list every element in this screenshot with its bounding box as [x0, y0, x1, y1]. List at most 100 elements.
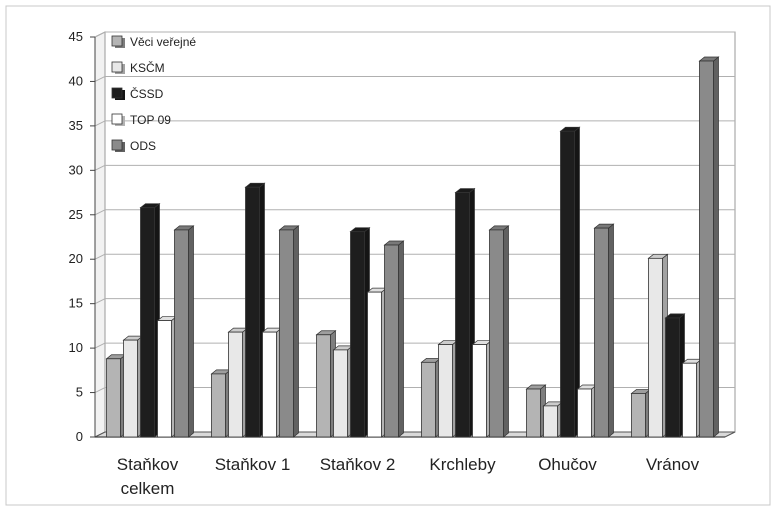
y-tick-label: 20 [69, 251, 83, 266]
bar [332, 345, 354, 438]
bar-front [228, 331, 243, 438]
bar-side [293, 225, 299, 438]
bar-front [489, 229, 504, 438]
bar-front [560, 130, 575, 438]
bar-front [157, 320, 172, 438]
gridline-side [94, 298, 106, 305]
bar [698, 56, 720, 438]
gridline-side [94, 387, 106, 394]
x-category-label: Staňkov [117, 455, 179, 474]
bar-front [245, 186, 260, 438]
bar [437, 339, 459, 438]
y-tick-label: 25 [69, 207, 83, 222]
bar [139, 202, 161, 438]
bar-front [279, 229, 294, 438]
gridline-side [94, 253, 106, 260]
bar [156, 315, 178, 438]
back-wall [104, 31, 736, 433]
bar [681, 358, 703, 438]
legend-swatch [111, 139, 123, 151]
bar-side [503, 225, 509, 438]
bar [647, 253, 669, 438]
bar [542, 401, 564, 438]
bar [210, 369, 232, 438]
bar-front [262, 331, 277, 438]
bar-front [123, 339, 138, 438]
gridline-side [94, 209, 106, 216]
bar-front [648, 257, 663, 438]
bar [420, 357, 442, 438]
bar-front [665, 317, 680, 438]
bar-front [543, 405, 558, 438]
bar-front [526, 388, 541, 438]
bar [173, 225, 195, 438]
bar [244, 182, 266, 438]
x-category-label: Staňkov 1 [215, 455, 291, 474]
bar-front [594, 227, 609, 438]
bar [315, 330, 337, 438]
bar-front [421, 361, 436, 438]
y-tick-label: 0 [76, 429, 83, 444]
bar-front [350, 231, 365, 438]
bar-front [333, 349, 348, 438]
bar-front [316, 334, 331, 438]
gridline-side [94, 31, 106, 38]
bar-side [398, 240, 404, 438]
bar [664, 313, 686, 438]
y-tick-label: 35 [69, 118, 83, 133]
bar-side [713, 56, 719, 438]
bar-front [174, 229, 189, 438]
bar [454, 187, 476, 438]
bar [525, 384, 547, 438]
x-category-label: Vránov [646, 455, 700, 474]
legend-label: ODS [130, 139, 156, 153]
bar [105, 354, 127, 438]
bar-front [438, 344, 453, 438]
bar [261, 327, 283, 438]
x-category-label: Staňkov 2 [320, 455, 396, 474]
bar-front [577, 388, 592, 438]
legend-label: ČSSD [130, 86, 164, 101]
gridline-side [94, 75, 106, 82]
bar [576, 384, 598, 438]
gridline-side [94, 342, 106, 349]
bar [278, 225, 300, 438]
x-category-label: Ohučov [538, 455, 597, 474]
bar-front [455, 192, 470, 438]
y-tick-label: 45 [69, 29, 83, 44]
bar-side [608, 223, 614, 438]
chart-frame [5, 5, 771, 506]
legend-swatch [111, 61, 123, 73]
legend-label: Věci veřejné [130, 35, 196, 49]
bar-front [140, 207, 155, 438]
bar-front [367, 291, 382, 438]
x-category-label: Krchleby [429, 455, 496, 474]
legend-label: TOP 09 [130, 113, 171, 127]
bar [383, 240, 405, 438]
bar-front [384, 244, 399, 438]
bar-front [472, 344, 487, 438]
y-tick-label: 15 [69, 296, 83, 311]
y-tick-label: 40 [69, 73, 83, 88]
bar [349, 226, 371, 438]
bar [227, 327, 249, 438]
bar-side [188, 225, 194, 438]
side-wall [94, 31, 106, 438]
bar [488, 225, 510, 438]
x-category-label: celkem [121, 479, 175, 498]
legend-swatch [111, 35, 123, 47]
bar [630, 388, 652, 438]
y-tick-label: 10 [69, 340, 83, 355]
bar-front [106, 358, 121, 438]
bar [559, 126, 581, 438]
bar [366, 287, 388, 438]
y-tick-label: 5 [76, 385, 83, 400]
bar [471, 339, 493, 438]
bar-front [211, 373, 226, 438]
bar [122, 335, 144, 438]
gridline-side [94, 164, 106, 171]
bar-front [682, 362, 697, 438]
legend-label: KSČM [130, 60, 165, 75]
